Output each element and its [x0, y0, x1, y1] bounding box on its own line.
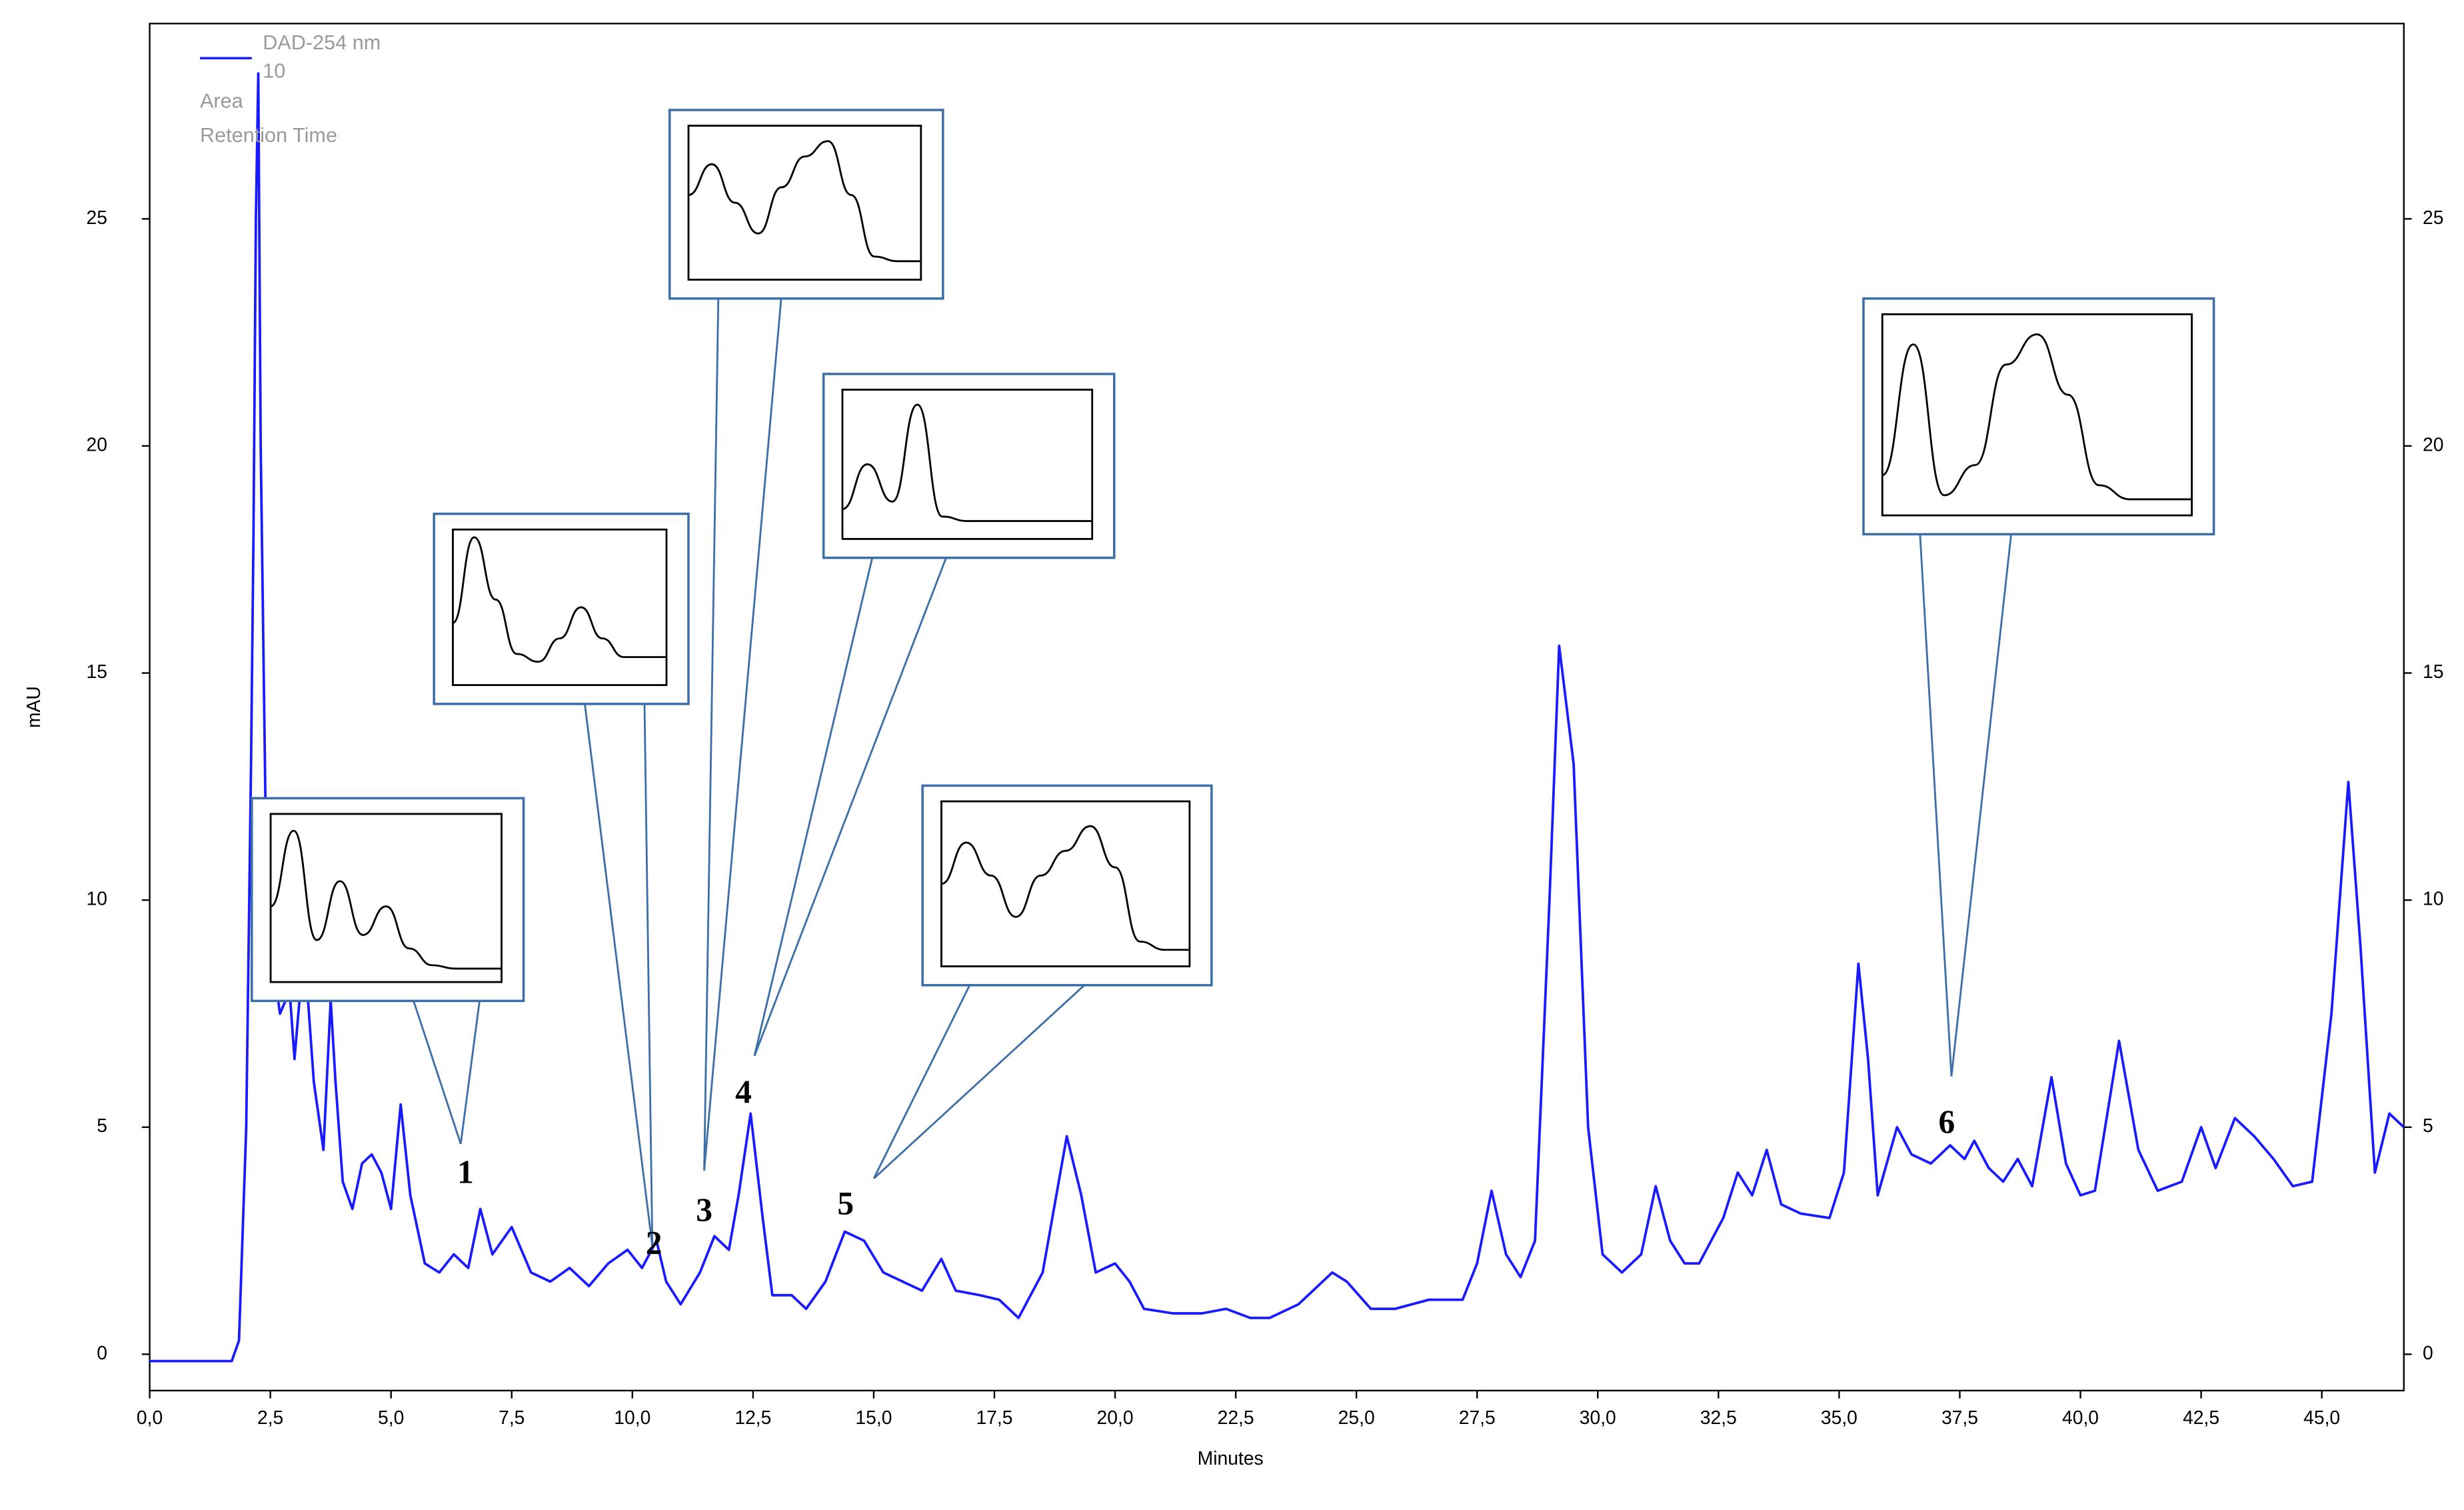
- callout-line: [643, 703, 654, 1247]
- peak-label: 5: [837, 1185, 854, 1221]
- x-tick-label: 32,5: [1700, 1407, 1737, 1428]
- inset-box: [251, 797, 525, 1003]
- peak-label: 3: [696, 1191, 712, 1228]
- inset-spectrum: [688, 140, 921, 263]
- peak-label: 6: [1939, 1103, 1955, 1140]
- inset-box: [822, 373, 1116, 559]
- x-tick-label: 37,5: [1941, 1407, 1978, 1428]
- x-tick-label: 22,5: [1218, 1407, 1254, 1428]
- x-tick-label: 40,0: [2062, 1407, 2099, 1428]
- x-tick-label: 45,0: [2303, 1407, 2340, 1428]
- inset-spectrum: [941, 825, 1190, 951]
- callout-line: [584, 703, 654, 1247]
- peak-label: 4: [735, 1073, 752, 1110]
- data-line: [149, 72, 2405, 1363]
- x-axis-label: Minutes: [1198, 1447, 1264, 1469]
- inset-box: [668, 109, 944, 300]
- callout-line: [703, 298, 720, 1171]
- inset-frame: [841, 389, 1094, 540]
- inset-spectrum: [842, 403, 1092, 522]
- callout-line: [873, 984, 1085, 1179]
- y-tick-label: 20: [86, 433, 107, 455]
- y-tick-label: 25: [86, 207, 107, 228]
- callout-line: [753, 557, 947, 1057]
- x-tick-label: 15,0: [855, 1407, 892, 1428]
- callout-line: [872, 985, 971, 1179]
- callout-line: [1919, 534, 1953, 1077]
- y-tick-label: 5: [97, 1115, 107, 1136]
- y-tick-label: 0: [97, 1342, 107, 1363]
- inset-spectrum: [1881, 333, 2192, 501]
- inset-spectrum: [270, 829, 502, 970]
- x-tick-label: 35,0: [1821, 1407, 1857, 1428]
- x-tick-label: 30,0: [1580, 1407, 1616, 1428]
- y2-tick-label: 15: [2423, 661, 2443, 682]
- x-tick-label: 5,0: [378, 1407, 404, 1428]
- x-tick-label: 42,5: [2183, 1407, 2219, 1428]
- x-tick-label: 10,0: [614, 1407, 650, 1428]
- inset-frame: [452, 528, 668, 687]
- y2-tick-label: 10: [2423, 888, 2443, 909]
- x-tick-label: 27,5: [1459, 1407, 1496, 1428]
- legend-text: 10: [263, 60, 285, 83]
- inset-frame: [269, 813, 503, 983]
- peak-label: 1: [457, 1153, 474, 1190]
- legend-text: Area: [200, 89, 244, 112]
- callout-line: [459, 1001, 481, 1145]
- peak-label: 2: [646, 1224, 662, 1261]
- y2-tick-label: 5: [2423, 1115, 2433, 1136]
- callout-line: [413, 1000, 462, 1145]
- inset-spectrum: [452, 536, 667, 663]
- inset-frame: [687, 125, 922, 281]
- legend-text: Retention Time: [200, 124, 337, 147]
- plot-frame: [149, 23, 2405, 1392]
- x-tick-label: 25,0: [1338, 1407, 1375, 1428]
- x-tick-label: 2,5: [257, 1407, 283, 1428]
- y-tick-label: 10: [86, 888, 107, 909]
- x-tick-label: 12,5: [734, 1407, 771, 1428]
- callout-line: [703, 298, 782, 1171]
- inset-frame: [1881, 313, 2193, 517]
- inset-box: [433, 512, 690, 705]
- callout-line: [1950, 534, 2012, 1077]
- y2-tick-label: 0: [2423, 1342, 2433, 1363]
- x-tick-label: 7,5: [499, 1407, 525, 1428]
- y2-tick-label: 20: [2423, 433, 2443, 455]
- x-tick-label: 20,0: [1097, 1407, 1134, 1428]
- x-tick-label: 17,5: [976, 1407, 1012, 1428]
- y-axis-label: mAU: [23, 686, 44, 728]
- legend-label: DAD-254 nm: [263, 31, 381, 54]
- x-tick-label: 0,0: [137, 1407, 163, 1428]
- inset-box: [921, 784, 1213, 987]
- y-tick-label: 15: [86, 661, 107, 682]
- y2-tick-label: 25: [2423, 207, 2443, 228]
- callout-line: [753, 557, 874, 1057]
- inset-box: [1862, 297, 2215, 536]
